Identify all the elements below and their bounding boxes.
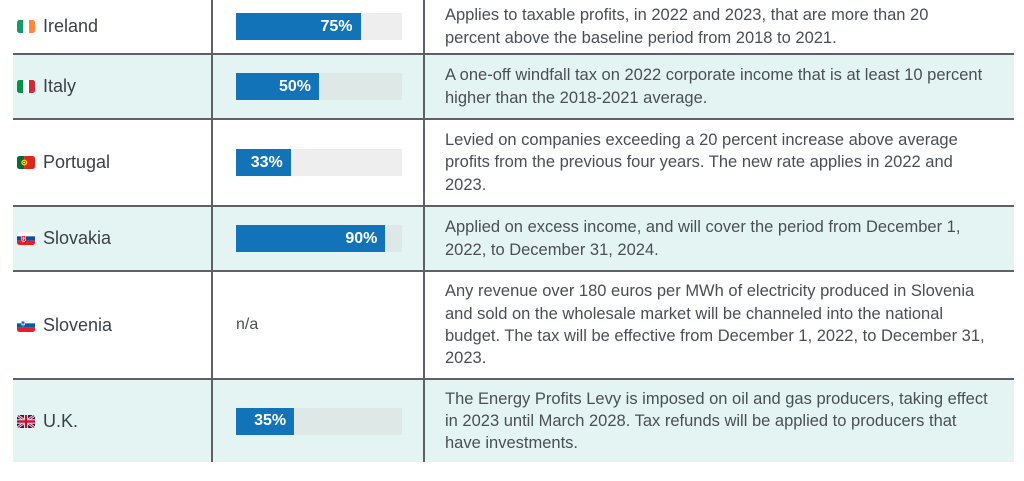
rate-label: 33%: [250, 153, 283, 171]
description-cell: A one-off windfall tax on 2022 corporate…: [425, 55, 1014, 118]
bar-track: 33%: [236, 149, 402, 176]
country-label: Slovakia: [43, 228, 112, 248]
description-cell: Any revenue over 180 euros per MWh of el…: [425, 272, 1014, 378]
table-row: U.K. 35% The Energy Profits Levy is impo…: [13, 378, 1014, 462]
country-label: Portugal: [43, 152, 111, 172]
country-cell: Slovenia: [13, 272, 213, 378]
country-label: Italy: [43, 76, 77, 96]
description-text: Levied on companies exceeding a 20 perce…: [445, 131, 958, 194]
description-text: Applied on excess income, and will cover…: [445, 218, 961, 259]
windfall-tax-table: Ireland 75% Applies to taxable profits, …: [13, 0, 1014, 462]
bar-track: 35%: [236, 407, 402, 435]
table-row: Portugal 33% Levied on companies exceedi…: [13, 118, 1014, 205]
rate-label: n/a: [236, 316, 259, 333]
italy-flag-icon: [17, 80, 35, 93]
description-cell: The Energy Profits Levy is imposed on oi…: [425, 380, 1014, 462]
description-text: Any revenue over 180 euros per MWh of el…: [445, 282, 985, 368]
table-row: Italy 50% A one-off windfall tax on 2022…: [13, 53, 1014, 118]
bar-track: 90%: [236, 225, 402, 252]
description-text: A one-off windfall tax on 2022 corporate…: [445, 66, 983, 107]
portugal-flag-icon: [17, 156, 35, 169]
bar-track: 50%: [236, 73, 402, 100]
bar-fill: 33%: [236, 149, 291, 176]
country-cell: U.K.: [13, 380, 213, 462]
rate-cell: 75%: [213, 0, 425, 53]
rate-cell: n/a: [213, 272, 425, 378]
country-label: Slovenia: [43, 314, 113, 335]
uk-flag-icon: [17, 414, 35, 428]
rate-label: 35%: [254, 412, 287, 429]
country-cell: Ireland: [13, 0, 213, 53]
description-cell: Levied on companies exceeding a 20 perce…: [425, 120, 1014, 205]
country-label: U.K.: [43, 410, 79, 431]
description-cell: Applies to taxable profits, in 2022 and …: [425, 0, 1014, 53]
rate-cell: 90%: [213, 207, 425, 270]
slovenia-flag-icon: [17, 318, 35, 332]
country-cell: Slovakia: [13, 207, 213, 270]
slovakia-flag-icon: [17, 232, 35, 245]
rate-cell: 33%: [213, 120, 425, 205]
bar-fill: 35%: [236, 407, 295, 435]
bar-fill: 50%: [236, 73, 319, 100]
table-row: Ireland 75% Applies to taxable profits, …: [13, 0, 1014, 53]
bar-fill: 90%: [236, 225, 386, 252]
description-text: The Energy Profits Levy is imposed on oi…: [445, 389, 988, 453]
description-text: Applies to taxable profits, in 2022 and …: [445, 6, 929, 47]
bar-fill: 75%: [236, 13, 361, 40]
country-label: Ireland: [43, 16, 99, 36]
table-row: Slovakia 90% Applied on excess income, a…: [13, 205, 1014, 270]
country-cell: Portugal: [13, 120, 213, 205]
description-cell: Applied on excess income, and will cover…: [425, 207, 1014, 270]
rate-cell: 50%: [213, 55, 425, 118]
rate-label: 90%: [345, 229, 378, 247]
bar-track: 75%: [236, 13, 402, 40]
ireland-flag-icon: [17, 20, 35, 33]
country-cell: Italy: [13, 55, 213, 118]
rate-label: 75%: [320, 17, 353, 35]
rate-cell: 35%: [213, 380, 425, 462]
table-row: Slovenia n/a Any revenue over 180 euros …: [13, 270, 1014, 378]
rate-label: 50%: [278, 77, 311, 95]
